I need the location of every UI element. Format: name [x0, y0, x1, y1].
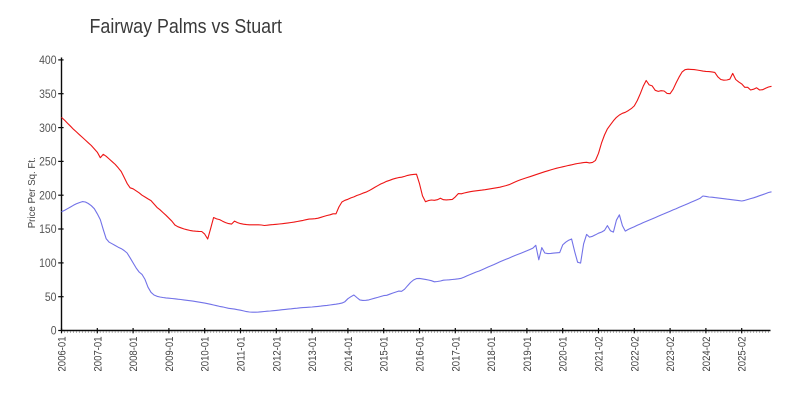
svg-text:50: 50 [45, 290, 57, 304]
svg-text:2021-02: 2021-02 [594, 337, 606, 372]
svg-text:2023-02: 2023-02 [665, 337, 677, 372]
svg-text:2013-01: 2013-01 [307, 337, 319, 372]
svg-text:2025-02: 2025-02 [737, 337, 749, 372]
svg-text:2020-01: 2020-01 [558, 337, 570, 372]
svg-text:400: 400 [39, 53, 57, 67]
svg-text:150: 150 [39, 222, 57, 236]
svg-text:2007-01: 2007-01 [92, 337, 104, 372]
svg-text:2011-01: 2011-01 [236, 337, 248, 372]
svg-text:2010-01: 2010-01 [200, 337, 212, 372]
svg-text:2015-01: 2015-01 [379, 337, 391, 372]
svg-text:2016-01: 2016-01 [415, 337, 427, 372]
svg-text:2012-01: 2012-01 [271, 337, 283, 372]
svg-text:Fairway Palms vs Stuart: Fairway Palms vs Stuart [90, 16, 283, 38]
svg-text:Price Per Sq. Ft.: Price Per Sq. Ft. [27, 157, 38, 228]
svg-text:0: 0 [51, 324, 57, 338]
svg-text:200: 200 [39, 188, 57, 202]
svg-text:2024-02: 2024-02 [701, 337, 713, 372]
svg-text:2017-01: 2017-01 [450, 337, 462, 372]
svg-text:2019-01: 2019-01 [522, 337, 534, 372]
svg-text:250: 250 [39, 155, 57, 169]
svg-text:2022-02: 2022-02 [629, 337, 641, 372]
svg-text:2006-01: 2006-01 [57, 337, 69, 372]
svg-text:2008-01: 2008-01 [128, 337, 140, 372]
svg-text:350: 350 [39, 87, 57, 101]
svg-text:2014-01: 2014-01 [343, 337, 355, 372]
svg-text:2018-01: 2018-01 [486, 336, 498, 371]
svg-text:2009-01: 2009-01 [164, 337, 176, 372]
svg-text:100: 100 [39, 256, 57, 270]
svg-text:300: 300 [39, 121, 57, 135]
